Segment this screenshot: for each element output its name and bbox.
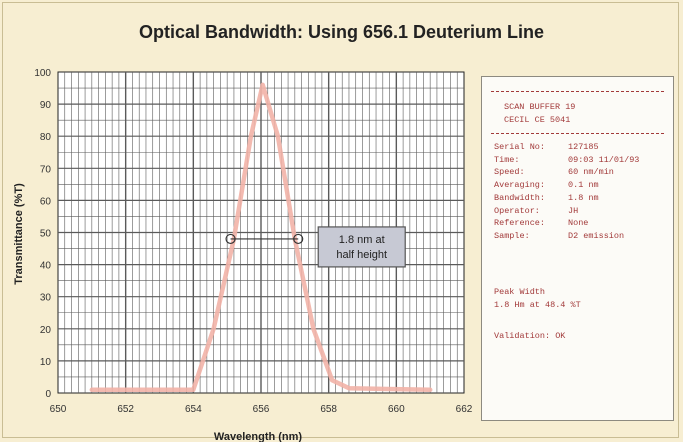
x-tick-label: 652 [117, 404, 134, 415]
report-row: Reference: None [494, 217, 588, 229]
y-tick-label: 100 [34, 68, 51, 79]
annotation-box [317, 226, 406, 268]
report-header-line-1: SCAN BUFFER 19 [504, 102, 576, 112]
report-row-value: 60 nm/min [568, 167, 614, 178]
peak-width-label: Peak Width [494, 287, 546, 297]
report-row-value: 09:03 11/01/93 [568, 154, 640, 165]
report-row-key: Speed: [494, 167, 525, 178]
x-tick-label: 658 [320, 404, 337, 415]
report-row: Serial No: 127185 [494, 141, 599, 153]
report-row-key: Sample: [494, 230, 530, 241]
report-row-key: Reference: [494, 218, 546, 229]
figure-frame [2, 2, 679, 438]
report-row-value: 127185 [568, 142, 599, 152]
y-tick-label: 80 [40, 132, 52, 143]
report-row: Operator: JH [494, 205, 578, 217]
y-tick-label: 10 [40, 357, 52, 368]
x-tick-label: 660 [388, 404, 405, 415]
report-header-line-2: CECIL CE 5041 [504, 115, 571, 125]
report-row-value: 1.8 nm [568, 192, 599, 203]
half-height-marker-left [225, 233, 236, 245]
x-axis-label: Wavelength (nm) [214, 431, 303, 442]
report-row-value: None [568, 218, 589, 229]
y-tick-label: 50 [40, 229, 52, 240]
chart-title: Optical Bandwidth: Using 656.1 Deuterium… [138, 22, 545, 42]
peak-width-value: 1.8 Hm at 48.4 %T [494, 300, 581, 310]
y-axis-label: Transmittance (%T) [13, 183, 25, 285]
annotation-text-line-1: 1.8 nm at [339, 234, 385, 246]
report-row-key: Time: [494, 154, 520, 165]
report-row-value: 0.1 nm [568, 180, 599, 191]
transmittance-curve-group [89, 82, 433, 393]
report-row: Time: 09:03 11/01/93 [494, 154, 639, 166]
annotation-text-line-2: half height [336, 249, 387, 261]
report-row: Sample: D2 emission [494, 230, 624, 242]
validation-status: Validation: OK [494, 331, 566, 341]
y-tick-label: 20 [40, 325, 52, 336]
y-tick-label: 40 [40, 261, 52, 272]
report-row: Speed: 60 nm/min [494, 166, 614, 178]
y-tick-label: 0 [45, 389, 51, 400]
report-row-key: Bandwidth: [494, 192, 546, 203]
report-row-key: Serial No: [494, 142, 546, 152]
report-row-value: JH [568, 205, 579, 216]
x-tick-label: 654 [185, 404, 202, 415]
x-tick-label: 650 [50, 404, 67, 415]
report-row-key: Operator: [494, 205, 540, 216]
half-height-marker-right [293, 233, 304, 245]
transmittance-curve [89, 82, 433, 393]
y-tick-label: 90 [40, 100, 52, 111]
x-tick-label: 656 [253, 404, 270, 415]
instrument-report-panel: SCAN BUFFER 19 CECIL CE 5041 Serial No: 1… [481, 76, 674, 421]
report-row: Averaging: 0.1 nm [494, 179, 599, 191]
y-tick-label: 60 [40, 196, 52, 207]
y-tick-label: 70 [40, 164, 52, 175]
report-row: Bandwidth: 1.8 nm [494, 192, 599, 204]
y-tick-label: 30 [40, 293, 52, 304]
divider [491, 133, 664, 134]
x-tick-label: 662 [456, 404, 473, 415]
divider [491, 91, 664, 92]
half-height-annotation: 1.8 nm at half height [225, 226, 406, 268]
report-row-value: D2 emission [568, 230, 625, 241]
report-row-key: Averaging: [494, 180, 546, 191]
axis-ticks: 650 652 654 656 658 660 662 0 10 20 30 40 50 60 70 80 90… [34, 68, 472, 415]
